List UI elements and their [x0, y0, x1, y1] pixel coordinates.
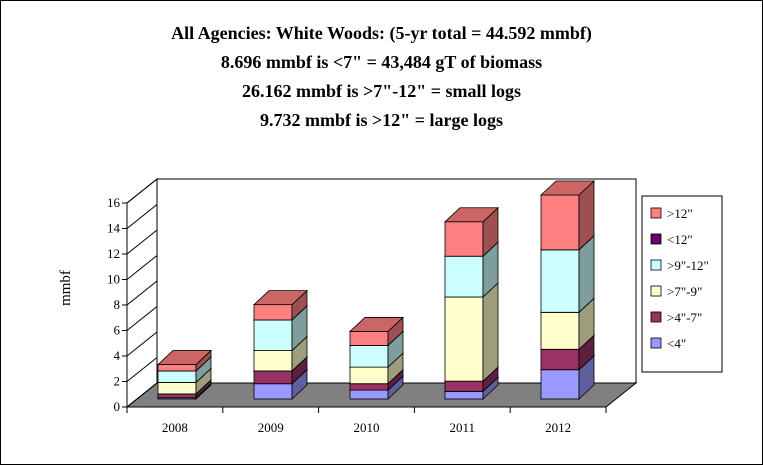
bar-segment [349, 366, 389, 385]
bar-segment [540, 194, 580, 251]
y-tick-diagonal [126, 178, 158, 204]
x-tick-label: 2008 [162, 420, 188, 435]
legend-label: >4"-7" [667, 310, 702, 325]
bar-segment [253, 350, 293, 372]
chart-title-line-1: All Agencies: White Woods: (5-yr total =… [171, 23, 592, 43]
bar-segment [540, 348, 580, 371]
legend-swatch [650, 311, 662, 323]
bar-segment [253, 319, 293, 351]
x-tick-label: 2012 [545, 420, 571, 435]
y-tick-label: 14 [107, 221, 121, 236]
bar-segment [157, 382, 197, 395]
bar-segment [444, 255, 484, 298]
y-tick-diagonal [126, 382, 158, 408]
bar-segment [349, 345, 389, 368]
legend-label: >7"-9" [667, 284, 702, 299]
legend-swatch [650, 337, 662, 349]
legend-swatch [650, 233, 662, 245]
bar-segment [157, 364, 197, 372]
y-tick-label: 2 [114, 374, 121, 389]
y-tick-label: 16 [107, 195, 121, 210]
legend-swatch [650, 285, 662, 297]
bar-segment-top [156, 350, 213, 365]
bar-segment [349, 389, 389, 400]
legend-label: >9"-12" [667, 258, 709, 273]
bar-segment [540, 311, 580, 350]
legend-label: <4" [667, 336, 686, 351]
y-tick-diagonal [126, 357, 158, 382]
bar-segment [349, 331, 389, 346]
bar-segment-top [252, 290, 309, 306]
bar-segment-top [443, 207, 500, 223]
bar-segment [540, 249, 580, 313]
x-tick-label: 2011 [450, 420, 476, 435]
bar-segment [253, 383, 293, 400]
y-tick-label: 4 [114, 348, 121, 363]
chart-title-line-3: 26.162 mmbf is >7"-12" = small logs [242, 81, 521, 101]
bar-segment-top [348, 317, 405, 332]
y-tick-label: 10 [107, 272, 120, 287]
y-tick-diagonal [126, 204, 158, 229]
y-tick-diagonal [126, 306, 158, 331]
chart-title-line-4: 9.732 mmbf is >12" = large logs [260, 110, 503, 130]
bar-segment [444, 390, 484, 400]
bar-segment-side [482, 282, 499, 383]
x-tick-label: 2010 [354, 420, 380, 435]
legend-label: <12" [667, 232, 693, 247]
y-tick-diagonal [126, 331, 158, 357]
bar-segment [253, 370, 293, 385]
bar-segment [444, 221, 484, 257]
bar-segment [444, 380, 484, 392]
y-axis-label: mmbf [58, 270, 74, 306]
y-tick-label: 8 [114, 297, 121, 312]
bar-segment [444, 296, 484, 382]
bar-segment [157, 370, 197, 383]
y-tick-label: 12 [107, 246, 120, 261]
x-tick-label: 2009 [258, 420, 284, 435]
y-tick-diagonal [126, 280, 158, 306]
y-tick-label: 0 [114, 399, 121, 414]
chart-title-line-2: 8.696 mmbf is <7" = 43,484 gT of biomass [220, 52, 543, 72]
y-tick-label: 6 [114, 323, 121, 338]
y-tick-diagonal [126, 255, 158, 280]
bar-segment-top [539, 180, 596, 196]
legend-label: >12" [667, 206, 693, 221]
bar-segment [253, 304, 293, 321]
bar-segment [157, 393, 197, 399]
bar-segment [540, 369, 580, 400]
y-tick-diagonal [126, 229, 158, 255]
legend-swatch [650, 259, 662, 271]
legend-swatch [650, 207, 662, 219]
bar-segment [349, 383, 389, 391]
